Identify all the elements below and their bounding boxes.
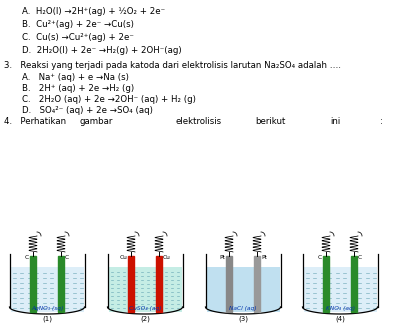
Text: C: C (65, 255, 69, 260)
Bar (10, 267, 83, 312)
Text: (4): (4) (335, 315, 345, 321)
Bar (226, 256, 232, 312)
Bar (323, 256, 329, 312)
Text: KNO₃ (aq): KNO₃ (aq) (326, 306, 355, 311)
Bar (108, 267, 181, 312)
Text: (1): (1) (42, 315, 52, 321)
Bar (30, 256, 36, 312)
Text: A.   Na⁺ (aq) + e →Na (s): A. Na⁺ (aq) + e →Na (s) (22, 73, 129, 82)
Text: Cu: Cu (119, 255, 127, 260)
Bar (58, 256, 64, 312)
Text: C.  Cu(s) →Cu²⁺(ag) + 2e⁻: C. Cu(s) →Cu²⁺(ag) + 2e⁻ (22, 33, 134, 42)
Text: D.   SO₄²⁻ (aq) + 2e →SO₄ (aq): D. SO₄²⁻ (aq) + 2e →SO₄ (aq) (22, 106, 153, 115)
Text: C.   2H₂O (aq) + 2e →2OH⁻ (aq) + H₂ (g): C. 2H₂O (aq) + 2e →2OH⁻ (aq) + H₂ (g) (22, 95, 196, 104)
Text: C: C (358, 255, 362, 260)
Text: D.  2H₂O(l) + 2e⁻ →H₂(g) + 2OH⁻(ag): D. 2H₂O(l) + 2e⁻ →H₂(g) + 2OH⁻(ag) (22, 46, 181, 55)
Text: NaCl (aq): NaCl (aq) (229, 306, 257, 311)
Text: A.  H₂O(l) →2H⁺(ag) + ½O₂ + 2e⁻: A. H₂O(l) →2H⁺(ag) + ½O₂ + 2e⁻ (22, 7, 165, 16)
Text: (3): (3) (238, 315, 248, 321)
Text: Cu: Cu (163, 255, 171, 260)
Text: C: C (25, 255, 29, 260)
Text: Pt: Pt (261, 255, 267, 260)
Text: B.   2H⁺ (aq) + 2e →H₂ (g): B. 2H⁺ (aq) + 2e →H₂ (g) (22, 84, 134, 93)
Text: elektrolisis: elektrolisis (175, 117, 221, 126)
Text: 4.   Perhatikan: 4. Perhatikan (4, 117, 66, 126)
Text: AqNO₃ (sq): AqNO₃ (sq) (31, 306, 63, 311)
Text: :: : (380, 117, 383, 126)
Bar (206, 267, 279, 312)
Bar (351, 256, 357, 312)
Text: Pt: Pt (219, 255, 225, 260)
Text: gambar: gambar (80, 117, 114, 126)
Bar (128, 256, 134, 312)
Text: ini: ini (330, 117, 340, 126)
Text: 3.   Reaksi yang terjadi pada katoda dari elektrolisis larutan Na₂SO₄ adalah ….: 3. Reaksi yang terjadi pada katoda dari … (4, 61, 341, 70)
Text: CuSO₄ (aq): CuSO₄ (aq) (129, 306, 161, 311)
Bar (254, 256, 260, 312)
Text: C: C (318, 255, 322, 260)
Text: B.  Cu²⁺(ag) + 2e⁻ →Cu(s): B. Cu²⁺(ag) + 2e⁻ →Cu(s) (22, 20, 134, 29)
Bar (303, 267, 376, 312)
Text: berikut: berikut (255, 117, 285, 126)
Bar (156, 256, 162, 312)
Text: (2): (2) (140, 315, 150, 321)
